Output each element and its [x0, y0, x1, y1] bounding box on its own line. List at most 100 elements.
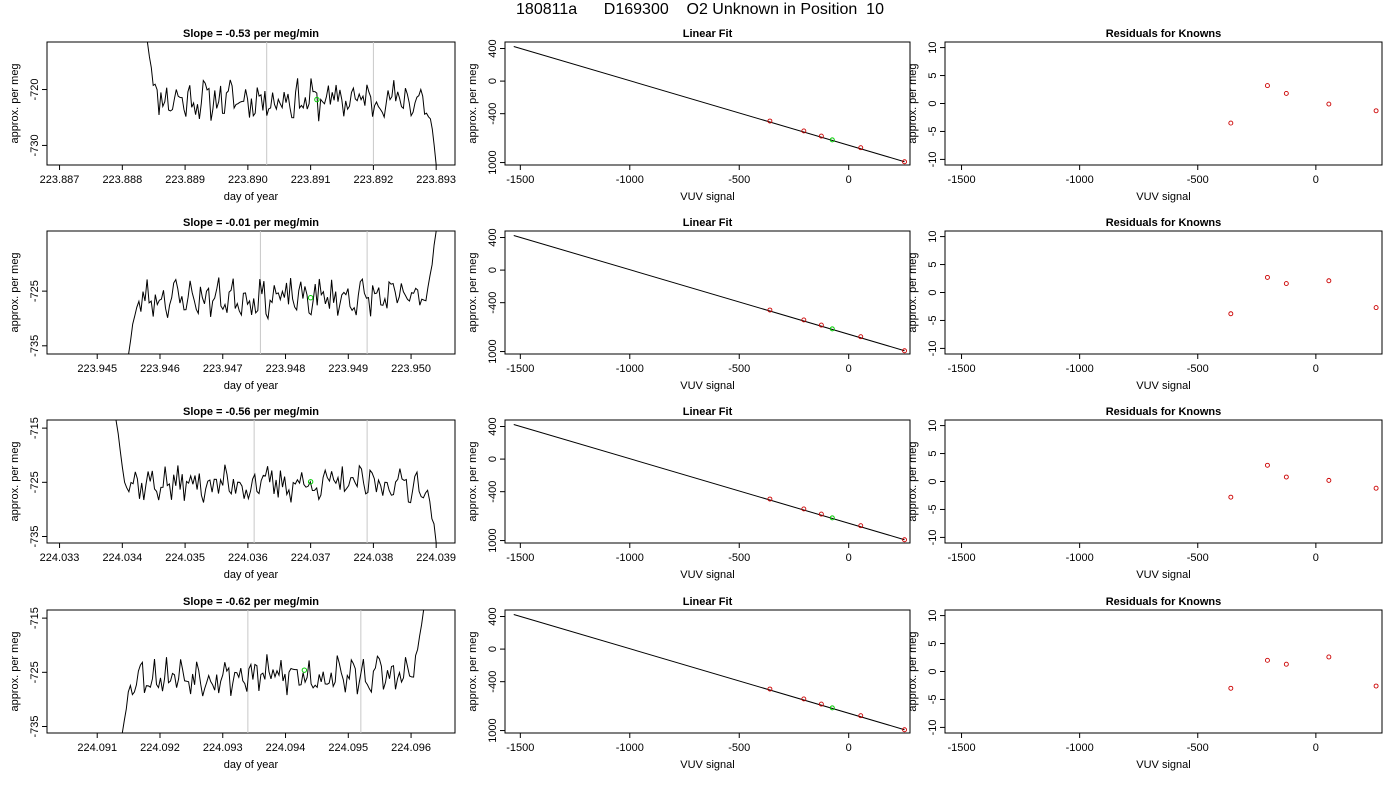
- y-axis-label: approx. per meg: [907, 631, 919, 711]
- known-point: [1326, 477, 1332, 483]
- y-tick-label: -400: [487, 481, 499, 503]
- known-point: [1283, 281, 1289, 287]
- x-tick-label: -1000: [1066, 363, 1094, 375]
- known-point: [902, 159, 907, 165]
- panel-r3c2: Linear Fit -1500 -1000 -500 0 400 0 -400 1000 VUV…: [467, 406, 911, 581]
- y-tick-label: -400: [487, 292, 499, 314]
- x-tick-label: 0: [846, 552, 852, 564]
- panel-r2c2: Linear Fit -1500 -1000 -500 0 400 0 -400 1000 VUV…: [467, 217, 911, 392]
- plot-frame: [504, 419, 911, 544]
- fit-line: [513, 235, 905, 352]
- data-layer: [1228, 654, 1379, 691]
- x-tick-label: -1500: [506, 552, 534, 564]
- x-tick-label: -1000: [616, 742, 644, 754]
- y-tick-label: -715: [29, 417, 41, 439]
- unknown-point: [307, 294, 314, 301]
- panel-r4c2: Linear Fit -1500 -1000 -500 0 400 0 -400 1000 VUV…: [467, 596, 911, 771]
- known-point: [818, 133, 824, 139]
- known-point: [1264, 657, 1270, 663]
- panel-title: Residuals for Knowns: [1106, 596, 1222, 608]
- y-tick-label: -730: [29, 134, 41, 156]
- known-point: [1264, 83, 1270, 89]
- known-point: [767, 686, 773, 692]
- y-tick-label: 0: [487, 78, 499, 84]
- x-axis-label: day of year: [224, 759, 279, 771]
- unknown-point: [829, 137, 835, 143]
- x-tick-label: -500: [1187, 363, 1209, 375]
- y-tick-label: -400: [487, 103, 499, 125]
- y-tick-label: 0: [487, 456, 499, 462]
- y-tick-label: 5: [927, 261, 939, 267]
- y-tick-label: -735: [29, 715, 41, 737]
- panel-title: Residuals for Knowns: [1106, 406, 1222, 418]
- x-tick-label: -1000: [616, 174, 644, 186]
- known-point: [818, 701, 824, 707]
- x-tick-label: -500: [728, 552, 750, 564]
- known-point: [818, 322, 824, 328]
- panel-title: Linear Fit: [683, 28, 733, 40]
- y-tick-label: -5: [927, 127, 939, 137]
- y-tick-label: -725: [29, 661, 41, 683]
- unknown-point: [829, 515, 835, 521]
- plot-frame: [504, 230, 911, 355]
- known-point: [1283, 661, 1289, 667]
- known-point: [767, 307, 773, 313]
- y-tick-label: -725: [29, 280, 41, 302]
- x-tick-label: 223.889: [165, 174, 205, 186]
- x-tick-label: 0: [1313, 363, 1319, 375]
- fit-line: [513, 424, 905, 541]
- y-tick-label: -735: [29, 335, 41, 357]
- x-tick-label: 224.096: [391, 742, 431, 754]
- y-axis-label: approx. per meg: [9, 441, 21, 521]
- y-tick-label: 400: [487, 39, 499, 57]
- data-layer: [146, 42, 437, 165]
- y-tick-label: -5: [927, 505, 939, 515]
- x-tick-label: 223.946: [140, 363, 180, 375]
- x-tick-label: -500: [728, 742, 750, 754]
- x-tick-label: 223.949: [328, 363, 368, 375]
- x-tick-label: -1500: [506, 174, 534, 186]
- known-point: [1228, 494, 1234, 500]
- x-tick-label: 224.035: [165, 552, 205, 564]
- x-axis-label: VUV signal: [1136, 191, 1190, 203]
- y-tick-label: -720: [29, 79, 41, 101]
- x-tick-label: -1000: [616, 363, 644, 375]
- known-point: [858, 145, 864, 151]
- x-tick-label: -500: [728, 174, 750, 186]
- known-point: [1264, 274, 1270, 280]
- panel-title: Residuals for Knowns: [1106, 217, 1222, 229]
- panel-r2c3: Residuals for Knowns -1500 -1000 -500 0 10 5 0 -…: [907, 217, 1383, 392]
- known-point: [902, 537, 907, 543]
- known-point: [858, 523, 864, 529]
- y-tick-label: -715: [29, 607, 41, 629]
- page-title: 180811a D169300 O2 Unknown in Position 1…: [516, 1, 884, 18]
- known-point: [1264, 462, 1270, 468]
- known-point: [1326, 654, 1332, 660]
- y-axis-label: approx. per meg: [9, 252, 21, 332]
- known-point: [801, 128, 807, 134]
- x-tick-label: 224.091: [77, 742, 117, 754]
- x-axis-label: day of year: [224, 380, 279, 392]
- y-tick-label: 1000: [487, 339, 499, 363]
- known-point: [1228, 685, 1234, 691]
- y-tick-label: 5: [927, 640, 939, 646]
- known-point: [1283, 90, 1289, 96]
- x-tick-label: 224.095: [328, 742, 368, 754]
- panel-r3c1: Slope = -0.56 per meg/min 224.033 224.034 2…: [9, 406, 456, 581]
- panel-title: Residuals for Knowns: [1106, 28, 1222, 40]
- y-tick-label: 0: [927, 100, 939, 106]
- y-axis-label: approx. per meg: [907, 441, 919, 521]
- x-tick-label: 223.948: [266, 363, 306, 375]
- y-tick-label: 10: [927, 230, 939, 242]
- x-axis-label: VUV signal: [680, 569, 734, 581]
- x-tick-label: -1500: [506, 742, 534, 754]
- x-tick-label: -1500: [947, 174, 975, 186]
- plot-frame: [46, 419, 456, 544]
- plot-frame: [46, 609, 456, 734]
- panel-title: Slope = -0.01 per meg/min: [183, 217, 319, 229]
- x-tick-label: -500: [1187, 742, 1209, 754]
- y-tick-label: -10: [927, 719, 939, 735]
- y-tick-label: 400: [487, 417, 499, 435]
- x-tick-label: -1500: [506, 363, 534, 375]
- plot-frame: [46, 41, 456, 166]
